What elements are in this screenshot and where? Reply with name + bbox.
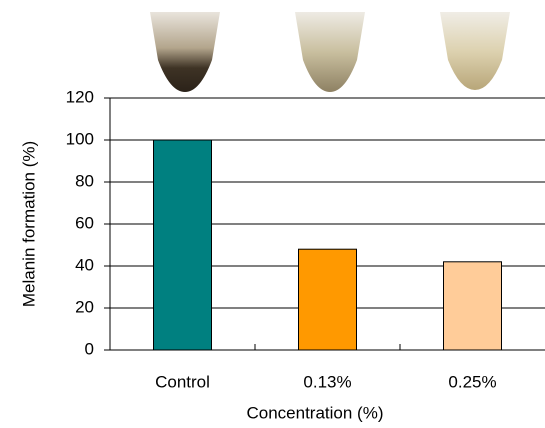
- x-axis-label: Concentration (%): [246, 403, 383, 422]
- x-tick-label: 0.13%: [303, 372, 351, 391]
- y-tick-label: 60: [75, 213, 94, 232]
- tube-images: [150, 12, 510, 92]
- y-tick-label: 0: [85, 339, 94, 358]
- y-tick-label: 40: [75, 255, 94, 274]
- y-tick-label: 120: [66, 87, 94, 106]
- bar: [298, 248, 357, 351]
- bar: [443, 261, 502, 351]
- x-tick-label: Control: [155, 372, 210, 391]
- y-tick-label: 100: [66, 129, 94, 148]
- x-tick-label: 0.25%: [448, 372, 496, 391]
- bar: [153, 139, 212, 351]
- y-tick-label: 80: [75, 171, 94, 190]
- y-axis-label: Melanin formation (%): [19, 141, 38, 307]
- y-tick-label: 20: [75, 297, 94, 316]
